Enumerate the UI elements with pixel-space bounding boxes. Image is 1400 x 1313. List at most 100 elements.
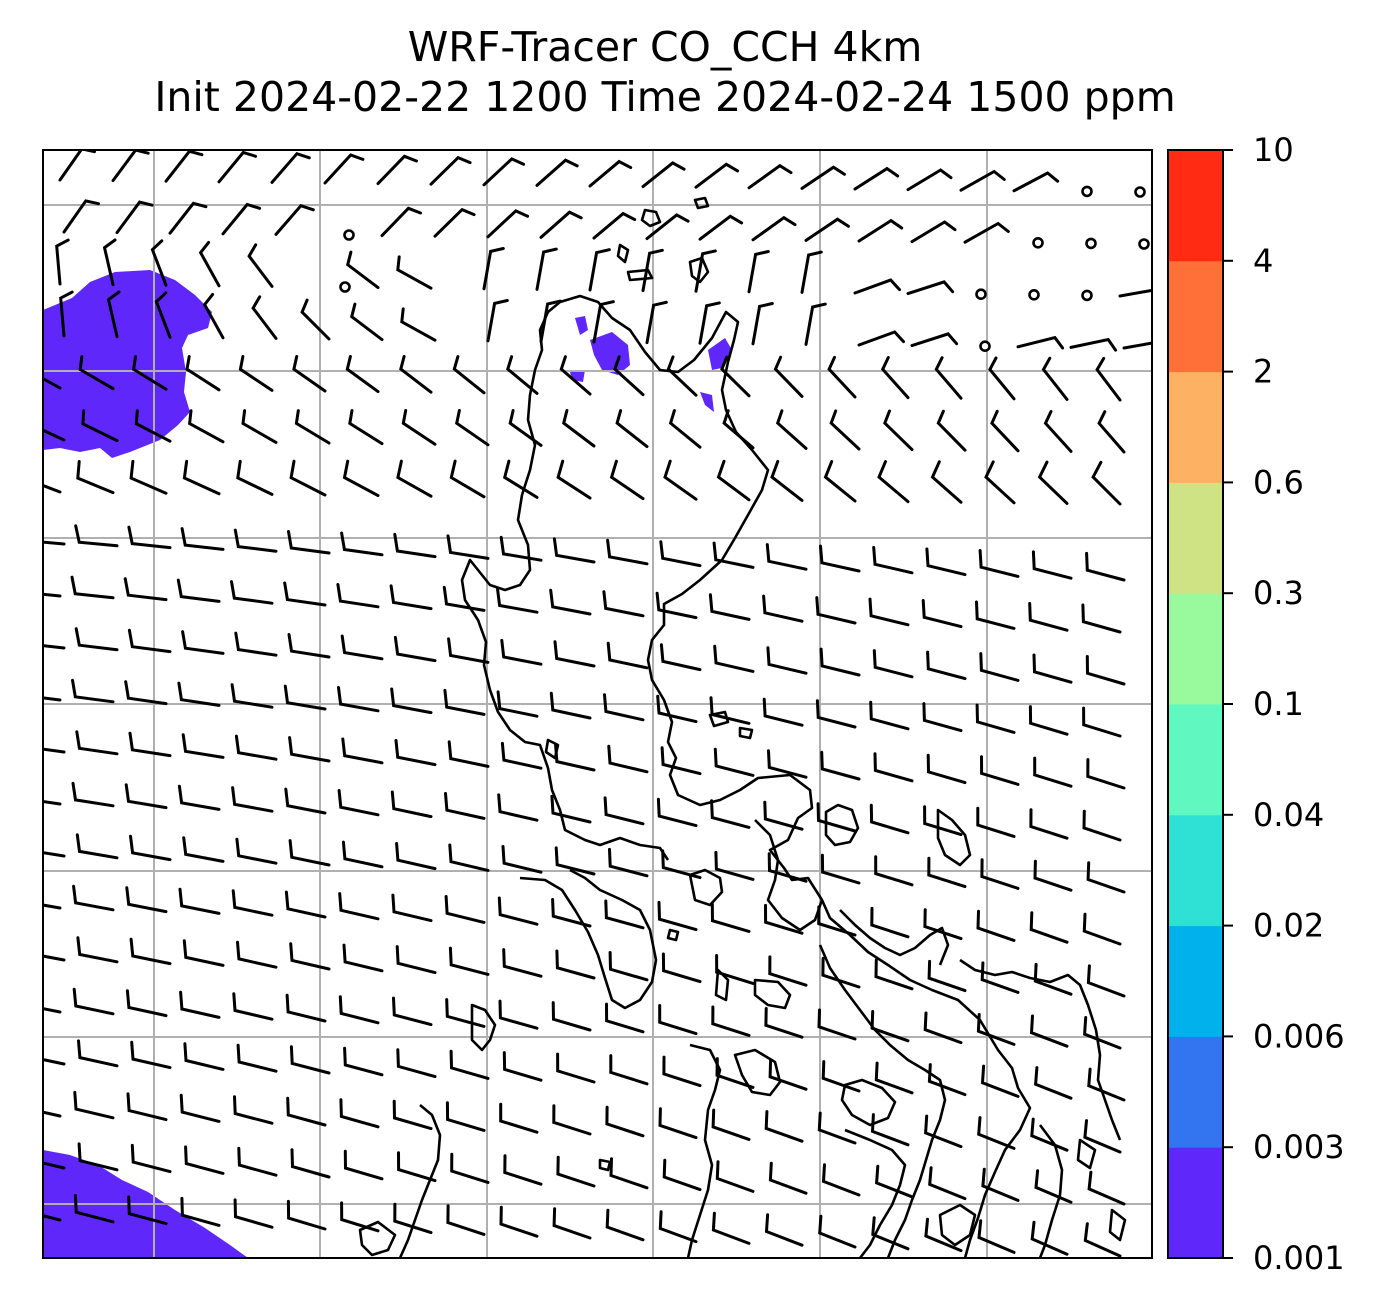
wind-barb: [72, 987, 115, 1016]
wind-barb: [125, 989, 168, 1018]
wind-barb: [499, 535, 543, 562]
wind-barb: [73, 1090, 115, 1120]
wind-barb: [130, 1040, 172, 1070]
wind-barb: [72, 884, 115, 912]
wind-barb: [1031, 550, 1073, 580]
wind-barb: [980, 1064, 1020, 1098]
wind-barb: [926, 650, 967, 681]
wind-barb: [500, 638, 543, 666]
wind-barb: [444, 792, 486, 820]
wind-barb: [1086, 964, 1126, 998]
wind-barb: [762, 594, 804, 623]
wind-barb: [376, 154, 418, 186]
wind-barb: [134, 409, 172, 443]
wind-barb: [605, 1105, 645, 1138]
map-frame: [42, 149, 1153, 1259]
wind-barb: [872, 649, 914, 679]
wind-barb: [556, 459, 592, 500]
wind-barb: [657, 900, 698, 932]
wind-barb: [238, 355, 274, 392]
wind-barb: [977, 1116, 1016, 1150]
wind-barb: [399, 355, 433, 394]
wind-barb: [549, 691, 592, 720]
wind-barb: [343, 1149, 384, 1181]
wind-barb: [1032, 653, 1073, 684]
wind-barb: [429, 155, 472, 186]
tracer-patch-north-3: [570, 316, 714, 412]
wind-barb: [959, 169, 1006, 192]
wind-barb: [766, 646, 808, 675]
calm-wind-circle: [975, 288, 987, 301]
wind-barb: [154, 291, 172, 339]
wind-barb: [393, 635, 437, 663]
wind-barb: [75, 730, 119, 756]
wind-barb: [391, 893, 433, 923]
wind-barb: [711, 1005, 751, 1037]
wind-barb: [270, 151, 311, 184]
wind-barb: [73, 1194, 115, 1224]
wind-barb: [535, 158, 579, 187]
wind-barb: [655, 591, 698, 620]
wind-barb: [1082, 706, 1122, 738]
wind-barb: [817, 1111, 857, 1145]
wind-barb: [821, 1163, 861, 1197]
calm-wind-circle: [1028, 288, 1040, 301]
wind-barb: [390, 790, 433, 819]
wind-barb: [445, 1101, 486, 1132]
wind-barb: [662, 1055, 702, 1088]
wind-barb: [342, 943, 384, 973]
colorbar-tick-label: 0.02: [1253, 907, 1324, 945]
wind-barb: [857, 330, 905, 347]
wind-barb: [1081, 603, 1122, 634]
wind-barb: [341, 840, 384, 869]
wind-barb: [661, 849, 702, 880]
calm-wind-circle: [1032, 237, 1044, 249]
wind-barb: [609, 1054, 649, 1086]
wind-barb: [963, 221, 1010, 244]
wind-barb: [853, 166, 900, 191]
wind-barb: [605, 1002, 645, 1034]
wind-barb: [764, 1110, 804, 1143]
wind-barb: [125, 886, 168, 914]
wind-barb: [340, 1201, 380, 1233]
wind-barb: [715, 1057, 755, 1089]
wind-barb: [819, 647, 861, 677]
wind-barb: [234, 631, 278, 657]
wind-barb: [251, 295, 278, 340]
wind-barb: [551, 1001, 592, 1032]
wind-barb: [178, 887, 221, 915]
wind-barb: [556, 1052, 596, 1084]
wind-barb: [975, 703, 1016, 734]
wind-barb: [392, 996, 433, 1027]
wind-barb: [127, 525, 172, 550]
wind-barb: [1118, 288, 1152, 298]
wind-barb: [288, 839, 331, 867]
wind-barb: [503, 1154, 543, 1186]
wind-barb: [658, 1210, 698, 1244]
wind-barb: [43, 644, 66, 650]
wind-barb: [450, 1152, 490, 1184]
wind-barb: [184, 1145, 225, 1175]
wind-barb: [606, 641, 649, 670]
wind-barb: [804, 217, 850, 242]
wind-barb: [337, 686, 380, 713]
wind-barb: [661, 952, 702, 984]
wind-barb: [921, 599, 963, 629]
wind-barb: [181, 733, 225, 759]
wind-barb: [924, 1114, 963, 1149]
colorbar-band: [1168, 150, 1223, 262]
wind-barb: [711, 1211, 751, 1245]
wind-barb: [980, 961, 1020, 994]
wind-barb: [452, 355, 486, 395]
wind-barb: [236, 940, 278, 969]
wind-barb: [716, 459, 751, 502]
wind-barb: [401, 409, 437, 446]
wind-barb: [131, 355, 168, 391]
wind-barb: [698, 214, 744, 241]
wind-barb: [609, 459, 645, 501]
wind-barb: [559, 355, 592, 396]
colorbar-band: [1168, 260, 1223, 373]
wind-barb: [715, 954, 755, 985]
wind-barb: [607, 744, 649, 774]
wind-barb: [554, 846, 596, 876]
